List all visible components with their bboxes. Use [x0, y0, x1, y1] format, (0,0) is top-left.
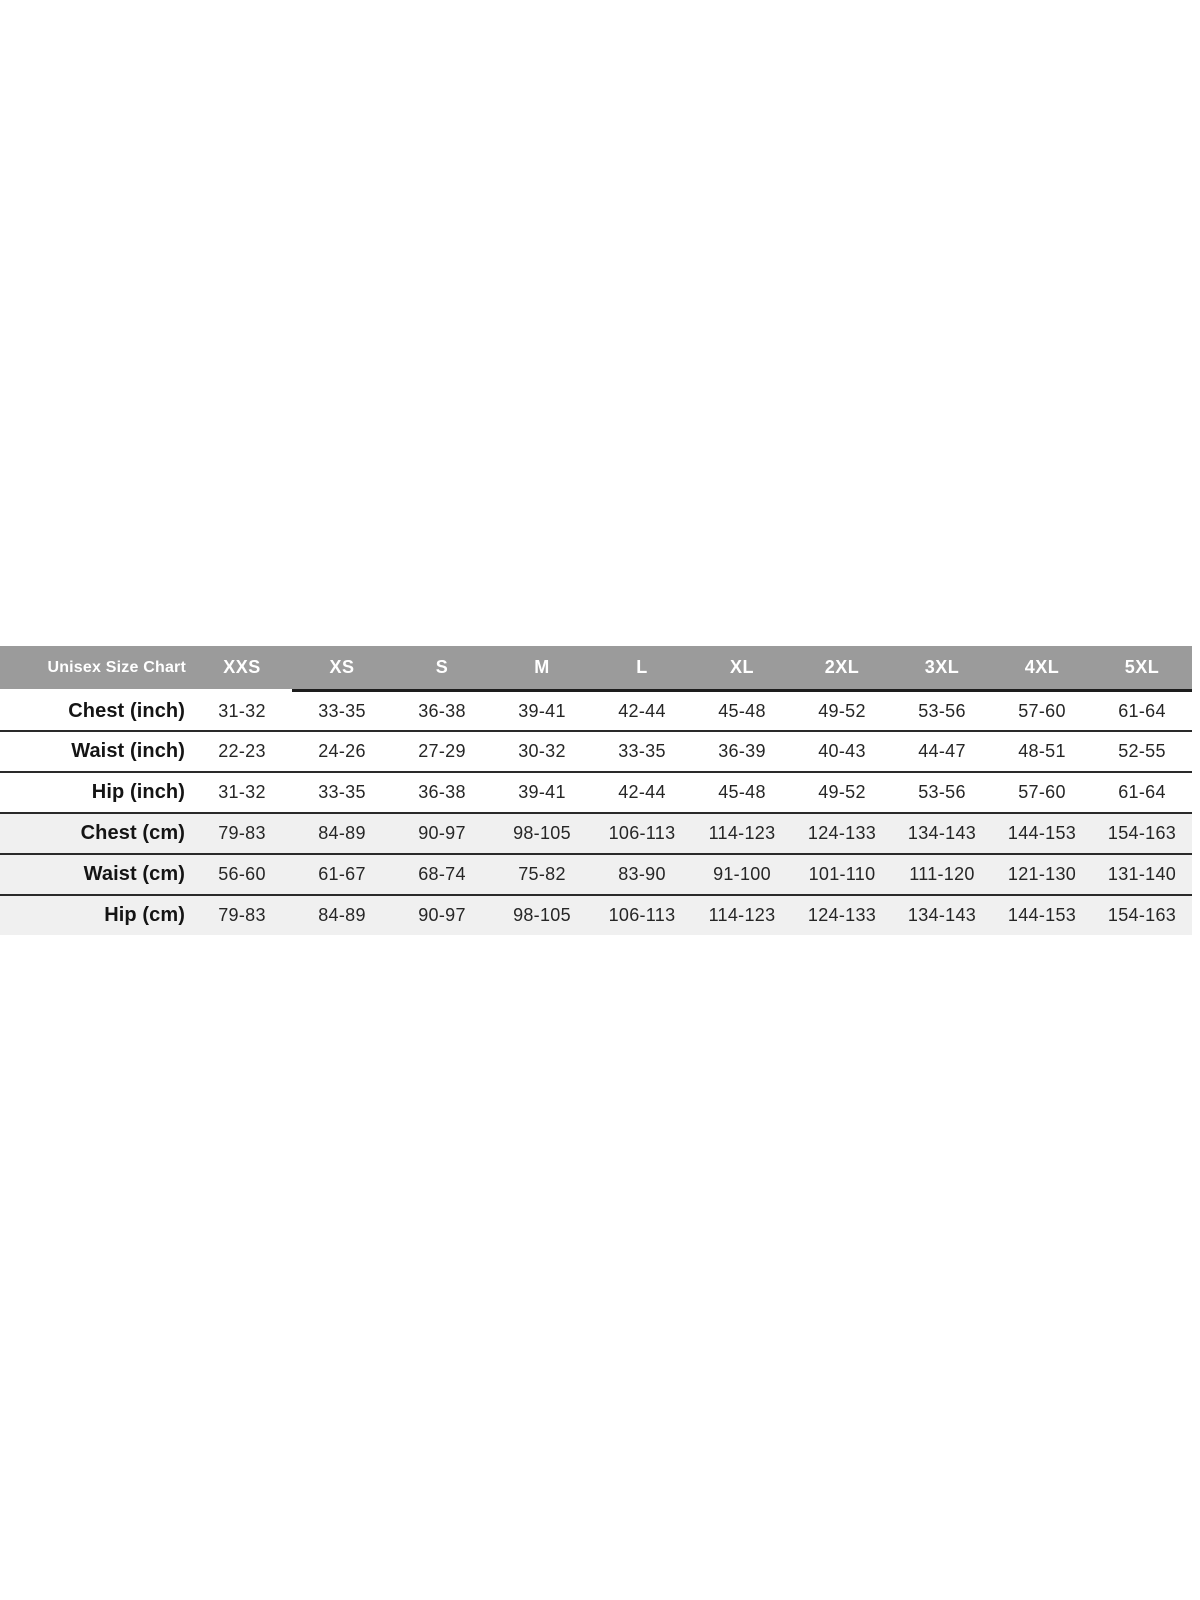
column-header-l: L	[636, 657, 648, 677]
size-value: 45-48	[718, 782, 766, 802]
column-header-xs: XS	[329, 657, 355, 677]
column-header-m: M	[534, 657, 550, 677]
unisex-size-chart-table: Unisex Size Chart XXS XS S M L XL 2XL 3X…	[0, 646, 1192, 935]
size-value: 42-44	[618, 700, 666, 721]
size-value: 106-113	[608, 823, 676, 843]
size-value: 114-123	[708, 905, 776, 925]
table-row-hip-inch: Hip (inch) 31-32 33-35 36-38 39-41 42-44…	[0, 771, 1192, 812]
size-value: 144-153	[1007, 905, 1077, 925]
header-underline	[292, 689, 1192, 692]
table-header-row: Unisex Size Chart XXS XS S M L XL 2XL 3X…	[0, 646, 1192, 692]
size-value: 144-153	[1007, 823, 1077, 843]
table-row-chest-inch: Chest (inch) 31-32 33-35 36-38 39-41 42-…	[0, 692, 1192, 730]
size-value: 31-32	[218, 700, 266, 721]
column-header-s: S	[435, 657, 449, 677]
column-header-5xl: 5XL	[1124, 657, 1160, 677]
size-value: 61-67	[318, 864, 366, 884]
size-value: 49-52	[818, 782, 866, 802]
size-value: 90-97	[418, 905, 466, 925]
size-value: 83-90	[618, 864, 666, 884]
size-value: 98-105	[513, 823, 571, 843]
size-value: 131-140	[1107, 864, 1177, 884]
size-value: 90-97	[418, 823, 466, 843]
column-header-4xl: 4XL	[1024, 657, 1060, 677]
row-label: Waist (inch)	[71, 740, 185, 762]
size-value: 61-64	[1118, 700, 1166, 721]
size-value: 30-32	[518, 741, 566, 761]
size-value: 75-82	[518, 864, 566, 884]
size-value: 56-60	[218, 864, 266, 884]
size-value: 36-38	[418, 782, 466, 802]
size-value: 79-83	[218, 823, 266, 843]
size-value: 124-133	[807, 905, 877, 925]
size-value: 57-60	[1018, 700, 1066, 721]
row-label: Chest (cm)	[80, 822, 185, 844]
size-value: 68-74	[418, 864, 466, 884]
size-value: 52-55	[1118, 741, 1166, 761]
size-value: 61-64	[1118, 782, 1166, 802]
size-value: 79-83	[218, 905, 266, 925]
size-value: 45-48	[718, 700, 766, 721]
size-value: 27-29	[418, 741, 466, 761]
size-value: 53-56	[918, 782, 966, 802]
size-value: 57-60	[1018, 782, 1066, 802]
size-value: 98-105	[513, 905, 571, 925]
size-value: 101-110	[808, 864, 876, 884]
size-value: 134-143	[907, 823, 977, 843]
size-value: 39-41	[518, 700, 566, 721]
size-value: 114-123	[708, 823, 776, 843]
table-row-waist-inch: Waist (inch) 22-23 24-26 27-29 30-32 33-…	[0, 730, 1192, 771]
size-value: 24-26	[318, 741, 366, 761]
size-value: 84-89	[318, 823, 366, 843]
size-value: 44-47	[918, 741, 966, 761]
column-header-3xl: 3XL	[924, 657, 960, 677]
size-value: 106-113	[608, 905, 676, 925]
table-row-waist-cm: Waist (cm) 56-60 61-67 68-74 75-82 83-90…	[0, 853, 1192, 894]
row-label: Chest (inch)	[68, 699, 185, 722]
size-value: 121-130	[1007, 864, 1077, 884]
size-value: 36-38	[418, 700, 466, 721]
size-value: 48-51	[1018, 741, 1066, 761]
size-value: 42-44	[618, 782, 666, 802]
row-label: Hip (cm)	[104, 904, 185, 926]
size-value: 39-41	[518, 782, 566, 802]
column-header-xxs: XXS	[223, 657, 261, 677]
row-label: Waist (cm)	[83, 863, 185, 885]
size-value: 124-133	[807, 823, 877, 843]
size-value: 134-143	[907, 905, 977, 925]
size-value: 33-35	[318, 782, 366, 802]
table-row-hip-cm: Hip (cm) 79-83 84-89 90-97 98-105 106-11…	[0, 894, 1192, 935]
size-value: 33-35	[318, 700, 366, 721]
size-value: 84-89	[318, 905, 366, 925]
size-value: 111-120	[909, 864, 975, 884]
size-value: 22-23	[218, 741, 266, 761]
size-value: 53-56	[918, 700, 966, 721]
size-value: 154-163	[1107, 823, 1177, 843]
size-value: 154-163	[1107, 905, 1177, 925]
column-header-2xl: 2XL	[824, 657, 860, 677]
size-value: 33-35	[618, 741, 666, 761]
column-header-xl: XL	[729, 657, 754, 677]
row-label: Hip (inch)	[91, 781, 185, 803]
size-value: 49-52	[818, 700, 866, 721]
table-title: Unisex Size Chart	[47, 658, 186, 676]
size-value: 36-39	[718, 741, 766, 761]
table-row-chest-cm: Chest (cm) 79-83 84-89 90-97 98-105 106-…	[0, 812, 1192, 853]
size-value: 40-43	[818, 741, 866, 761]
size-value: 31-32	[218, 782, 266, 802]
size-value: 91-100	[713, 864, 771, 884]
